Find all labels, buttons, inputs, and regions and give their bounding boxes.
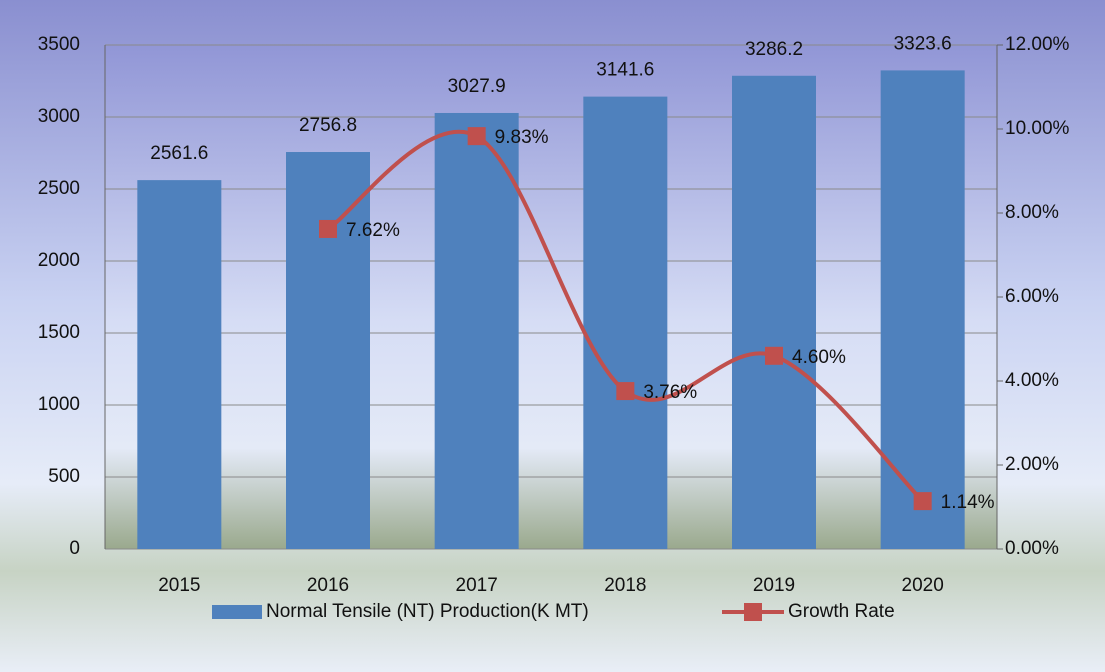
- legend-swatch: [212, 605, 262, 619]
- y2-tick-label: 6.00%: [1005, 286, 1059, 307]
- line-marker: [616, 382, 635, 401]
- bar-value-label: 3286.2: [745, 39, 803, 60]
- y-tick-label: 3000: [38, 106, 80, 127]
- y2-tick-label: 4.00%: [1005, 370, 1059, 391]
- bar: [286, 152, 370, 549]
- bar: [137, 180, 222, 550]
- line-value-label: 4.60%: [792, 347, 846, 368]
- plot-area: [105, 45, 997, 549]
- x-tick-label: 2015: [158, 575, 200, 596]
- x-tick-label: 2019: [753, 575, 795, 596]
- legend-label: Normal Tensile (NT) Production(K MT): [266, 601, 589, 622]
- y-tick-label: 3500: [38, 34, 80, 55]
- legend-label: Growth Rate: [788, 601, 895, 622]
- bar: [434, 112, 519, 550]
- bar: [583, 96, 668, 550]
- bar: [880, 70, 965, 549]
- x-tick-label: 2020: [902, 575, 944, 596]
- x-tick-label: 2017: [456, 575, 498, 596]
- y2-tick-label: 8.00%: [1005, 202, 1059, 223]
- bar-value-label: 3323.6: [894, 33, 952, 54]
- line-value-label: 9.83%: [495, 127, 549, 148]
- line-marker: [319, 219, 337, 238]
- y2-tick-label: 10.00%: [1005, 118, 1070, 139]
- line-value-label: 1.14%: [941, 492, 995, 513]
- y-tick-label: 500: [48, 466, 80, 487]
- y2-tick-label: 12.00%: [1005, 34, 1070, 55]
- y-tick-label: 1500: [38, 322, 80, 343]
- bar: [732, 75, 816, 549]
- legend-marker: [744, 603, 762, 621]
- y2-tick-label: 0.00%: [1005, 538, 1059, 559]
- y-tick-label: 0: [69, 538, 80, 559]
- x-tick-label: 2016: [307, 575, 349, 596]
- y-tick-label: 2500: [38, 178, 80, 199]
- y-tick-label: 2000: [38, 250, 80, 271]
- x-tick-label: 2018: [604, 575, 646, 596]
- bar-value-label: 3027.9: [448, 76, 506, 97]
- line-value-label: 7.62%: [346, 220, 400, 241]
- line-value-label: 3.76%: [643, 382, 697, 403]
- y2-tick-label: 2.00%: [1005, 454, 1059, 475]
- bar-value-label: 2561.6: [150, 143, 208, 164]
- line-marker: [765, 346, 783, 365]
- y-tick-label: 1000: [38, 394, 80, 415]
- bar-value-label: 2756.8: [299, 115, 357, 136]
- line-marker: [913, 492, 932, 511]
- bar-value-label: 3141.6: [596, 60, 654, 81]
- line-marker: [467, 127, 486, 146]
